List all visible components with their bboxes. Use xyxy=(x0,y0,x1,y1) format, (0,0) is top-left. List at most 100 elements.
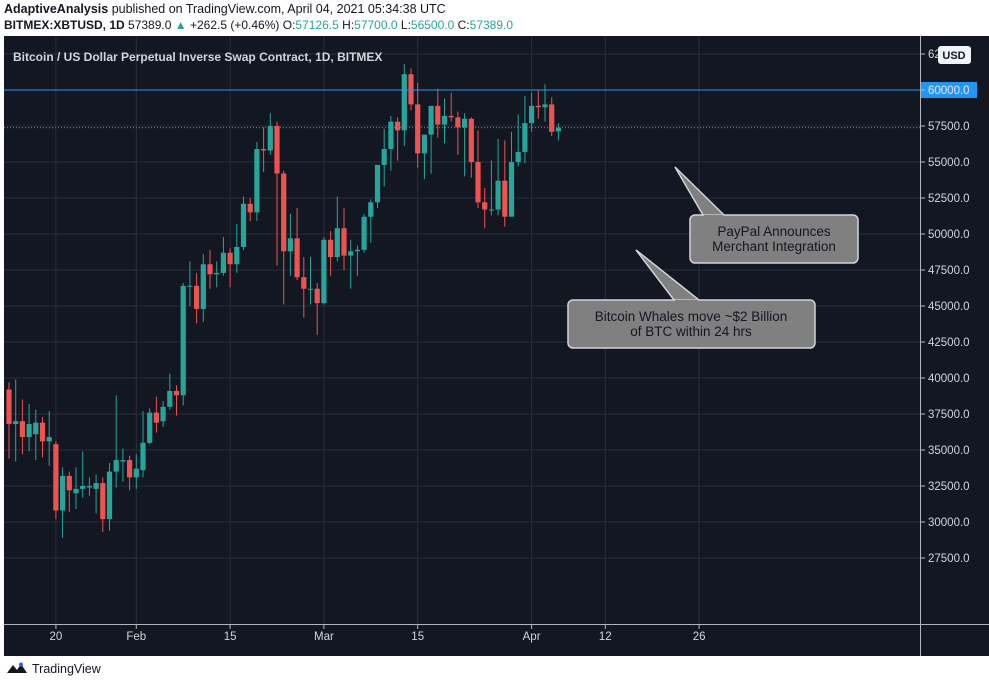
low-label: L: xyxy=(400,18,411,32)
candle xyxy=(455,111,461,155)
candle-body xyxy=(522,123,528,152)
candle-body xyxy=(214,272,220,275)
horizontal-line-price-tag xyxy=(921,82,977,98)
currency-badge[interactable] xyxy=(938,46,971,64)
candle-body xyxy=(147,412,153,443)
price-axis[interactable]: 27500.0 30000.0 32500.0 35000.0 37500.0 40000… xyxy=(920,17,970,656)
candle xyxy=(53,441,59,520)
horizontal-line-price-label: 60000.0 xyxy=(928,85,970,97)
author-name[interactable]: AdaptiveAnalysis xyxy=(4,2,109,16)
candles-layer xyxy=(6,64,561,538)
tradingview-brand[interactable]: TradingView xyxy=(32,662,101,676)
price-tick-label: 57500.0 xyxy=(928,121,970,133)
candle-body xyxy=(529,105,535,124)
candle xyxy=(39,416,46,458)
time-tick-label: 12 xyxy=(599,631,612,643)
high-value: 57700.0 xyxy=(354,18,398,32)
candle-body xyxy=(173,390,180,396)
candle xyxy=(86,477,92,497)
candle xyxy=(388,115,394,171)
candle-body xyxy=(194,285,200,309)
price-tick-label: 35000.0 xyxy=(928,445,970,457)
candle-body xyxy=(374,164,381,203)
candle-body xyxy=(46,437,52,442)
candle xyxy=(287,213,293,276)
candle-body xyxy=(127,460,133,478)
candle xyxy=(381,128,387,187)
candle xyxy=(294,208,300,281)
time-tick-label: 15 xyxy=(224,631,237,643)
candle xyxy=(247,198,253,222)
price-change: +262.5 (+0.46%) xyxy=(190,18,280,32)
candle xyxy=(348,239,354,289)
candle xyxy=(341,208,347,270)
candle xyxy=(200,254,206,322)
candle xyxy=(267,113,273,155)
candle-body xyxy=(13,421,19,425)
candle-body xyxy=(388,121,394,150)
candle xyxy=(240,196,247,250)
candle-body xyxy=(435,105,441,125)
candle xyxy=(408,68,414,111)
candle-body xyxy=(294,238,300,278)
candle xyxy=(160,401,166,427)
candle xyxy=(522,95,528,164)
candle-body xyxy=(287,238,293,252)
time-axis[interactable]: 20 Feb 15 Mar 15 Apr 12 26 xyxy=(4,624,989,643)
high-label: H: xyxy=(342,18,355,32)
candle-body xyxy=(281,173,287,252)
candle xyxy=(60,467,66,538)
candle-body xyxy=(93,483,99,489)
price-tick-label: 60000.0 xyxy=(928,85,970,97)
candle-body xyxy=(401,74,407,131)
footer: TradingView xyxy=(0,656,989,681)
candle-body xyxy=(53,444,59,511)
candle-body xyxy=(73,488,79,494)
candle xyxy=(529,92,535,132)
candle xyxy=(448,92,454,122)
candle-body xyxy=(19,421,25,438)
close-value: 57389.0 xyxy=(469,18,514,32)
candle-body xyxy=(321,239,327,304)
candle-body xyxy=(6,389,12,425)
candle xyxy=(435,88,441,138)
candle xyxy=(140,411,146,478)
low-value: 56500.0 xyxy=(410,18,455,32)
candle xyxy=(428,105,434,174)
candle xyxy=(13,379,19,462)
candle-body xyxy=(200,264,206,309)
publication-header: AdaptiveAnalysis published on TradingVie… xyxy=(0,0,989,36)
candle xyxy=(261,127,267,173)
time-tick-label: 15 xyxy=(411,631,424,643)
candle xyxy=(100,477,106,533)
candle-body xyxy=(448,115,454,118)
currency-label: USD xyxy=(942,50,965,62)
candle xyxy=(106,462,113,531)
publication-line: AdaptiveAnalysis published on TradingVie… xyxy=(4,2,446,16)
candle xyxy=(441,98,448,144)
candle-body xyxy=(415,104,421,154)
candle-body xyxy=(508,162,515,217)
candle xyxy=(113,395,119,488)
candle-body xyxy=(267,126,273,151)
candle-body xyxy=(488,209,494,211)
candle xyxy=(468,117,474,178)
candle-body xyxy=(207,264,213,275)
callout-text: Merchant Integration xyxy=(712,239,836,254)
candle xyxy=(334,196,340,262)
time-tick-label: Feb xyxy=(126,631,146,643)
candle-body xyxy=(482,202,488,210)
candle-body xyxy=(120,460,126,462)
candle xyxy=(26,403,32,452)
chart-title: Bitcoin / US Dollar Perpetual Inverse Sw… xyxy=(13,50,382,64)
chart-container[interactable]: 60000.0 PayPal Announces Merchant Integra… xyxy=(4,17,989,656)
candle-body xyxy=(187,285,193,287)
candle xyxy=(475,130,481,209)
candle-body xyxy=(368,202,374,217)
candle xyxy=(415,82,421,168)
price-tick-label: 42500.0 xyxy=(928,337,970,349)
tradingview-logo-icon[interactable] xyxy=(6,661,28,675)
candle-body xyxy=(535,105,541,108)
